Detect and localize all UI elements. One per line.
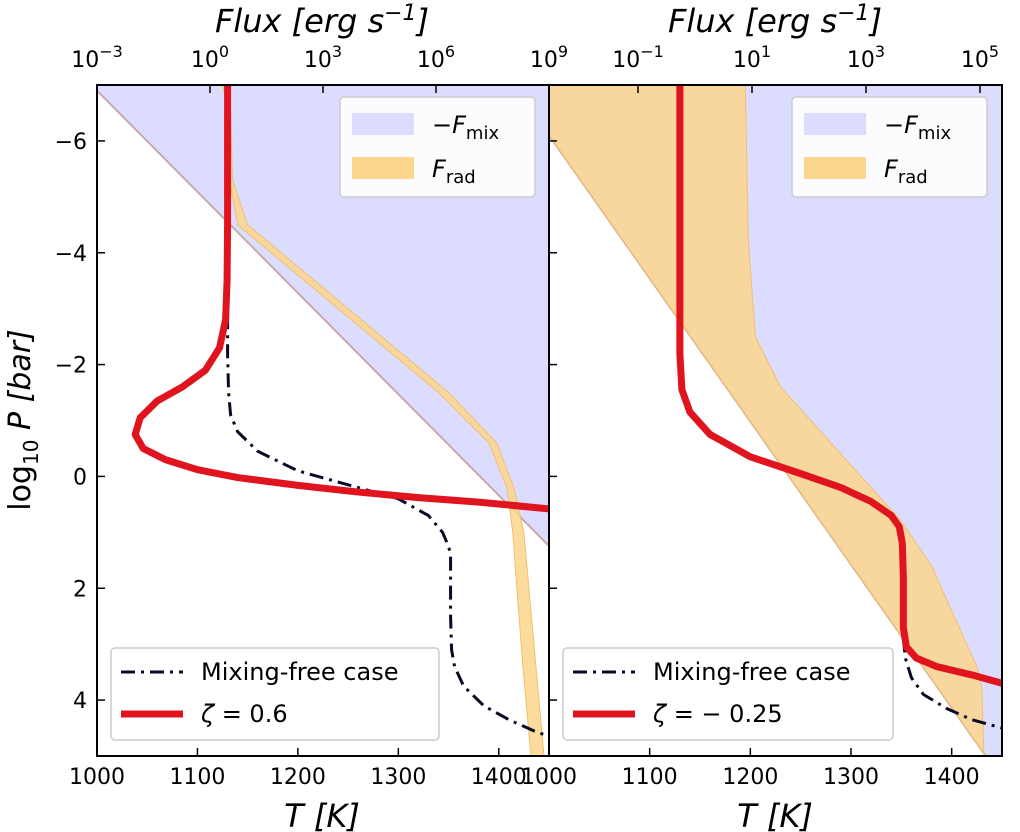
fmix-boundary bbox=[97, 89, 549, 548]
top-tick-label: 101 bbox=[733, 42, 771, 73]
x-tick-label: 1100 bbox=[169, 765, 225, 790]
y-tick-label: 0 bbox=[73, 465, 87, 490]
y-tick-label: −2 bbox=[55, 354, 87, 379]
legend-swatch-fmix bbox=[352, 113, 414, 135]
y-tick-label: 4 bbox=[73, 689, 87, 714]
left-x-axis-title: T [K] bbox=[284, 797, 360, 832]
x-tick-label: 1000 bbox=[69, 765, 125, 790]
legend-label-frad: Frad bbox=[884, 155, 928, 188]
frad-band bbox=[549, 85, 987, 756]
plot-area bbox=[549, 85, 1002, 756]
y-tick-label: −6 bbox=[55, 130, 87, 155]
series-zeta bbox=[131, 85, 549, 513]
x-tick-label: 1400 bbox=[924, 765, 980, 790]
x-tick-label: 1200 bbox=[270, 765, 326, 790]
x-tick-label: 1100 bbox=[622, 765, 678, 790]
y-axis-title: log10 P [bar] bbox=[3, 329, 43, 511]
legend-lower bbox=[562, 647, 894, 741]
top-tick-label: 103 bbox=[847, 42, 885, 73]
legend-label-mixing-free: Mixing-free case bbox=[201, 658, 398, 686]
left-panel: 1000 1100 1200 1300 1400 10−3 100 103 106 109 −6 −4… bbox=[55, 42, 569, 790]
x-tick-label: 1400 bbox=[471, 765, 527, 790]
legend-label-zeta: ζ = − 0.25 bbox=[652, 700, 783, 728]
x-tick-label: 1300 bbox=[370, 765, 426, 790]
legend-swatch-frad bbox=[352, 157, 414, 179]
series-zeta bbox=[676, 85, 1002, 687]
y-tick-label: −4 bbox=[55, 242, 87, 267]
right-x-axis-title: T [K] bbox=[737, 797, 813, 832]
series-mixing-free bbox=[901, 638, 1002, 730]
top-tick-label: 100 bbox=[191, 42, 229, 73]
y-tick-label: 2 bbox=[73, 577, 87, 602]
plot-area bbox=[97, 85, 549, 756]
x-tick-label: 1300 bbox=[823, 765, 879, 790]
legend-label-mixing-free: Mixing-free case bbox=[653, 658, 850, 686]
plot-frame bbox=[548, 84, 1003, 757]
legend-label-frad: Frad bbox=[432, 155, 476, 188]
right-top-axis-title: Flux [erg s−1] bbox=[668, 1, 882, 40]
legend-swatch-frad bbox=[804, 157, 866, 179]
top-tick-label: 10−3 bbox=[71, 42, 123, 73]
top-tick-label: 106 bbox=[417, 42, 455, 73]
top-tick-label: 103 bbox=[304, 42, 342, 73]
legend-label-zeta: ζ = 0.6 bbox=[200, 700, 288, 728]
x-tick-label: 1000 bbox=[521, 765, 577, 790]
top-tick-label: 10−1 bbox=[612, 42, 664, 73]
left-top-axis-title: Flux [erg s−1] bbox=[215, 1, 429, 40]
series-mixing-free bbox=[226, 286, 549, 738]
frad-band bbox=[222, 85, 545, 756]
x-tick-label: 1200 bbox=[722, 765, 778, 790]
legend-lower bbox=[110, 647, 440, 741]
top-tick-label: 109 bbox=[530, 42, 568, 73]
legend-swatch-fmix bbox=[804, 113, 866, 135]
top-tick-label: 105 bbox=[961, 42, 999, 73]
right-panel: 1000 1100 1200 1300 1400 10−1 101 103 105 −Fmix Fr… bbox=[521, 42, 1003, 790]
legend-label-fmix: −Fmix bbox=[884, 111, 951, 144]
